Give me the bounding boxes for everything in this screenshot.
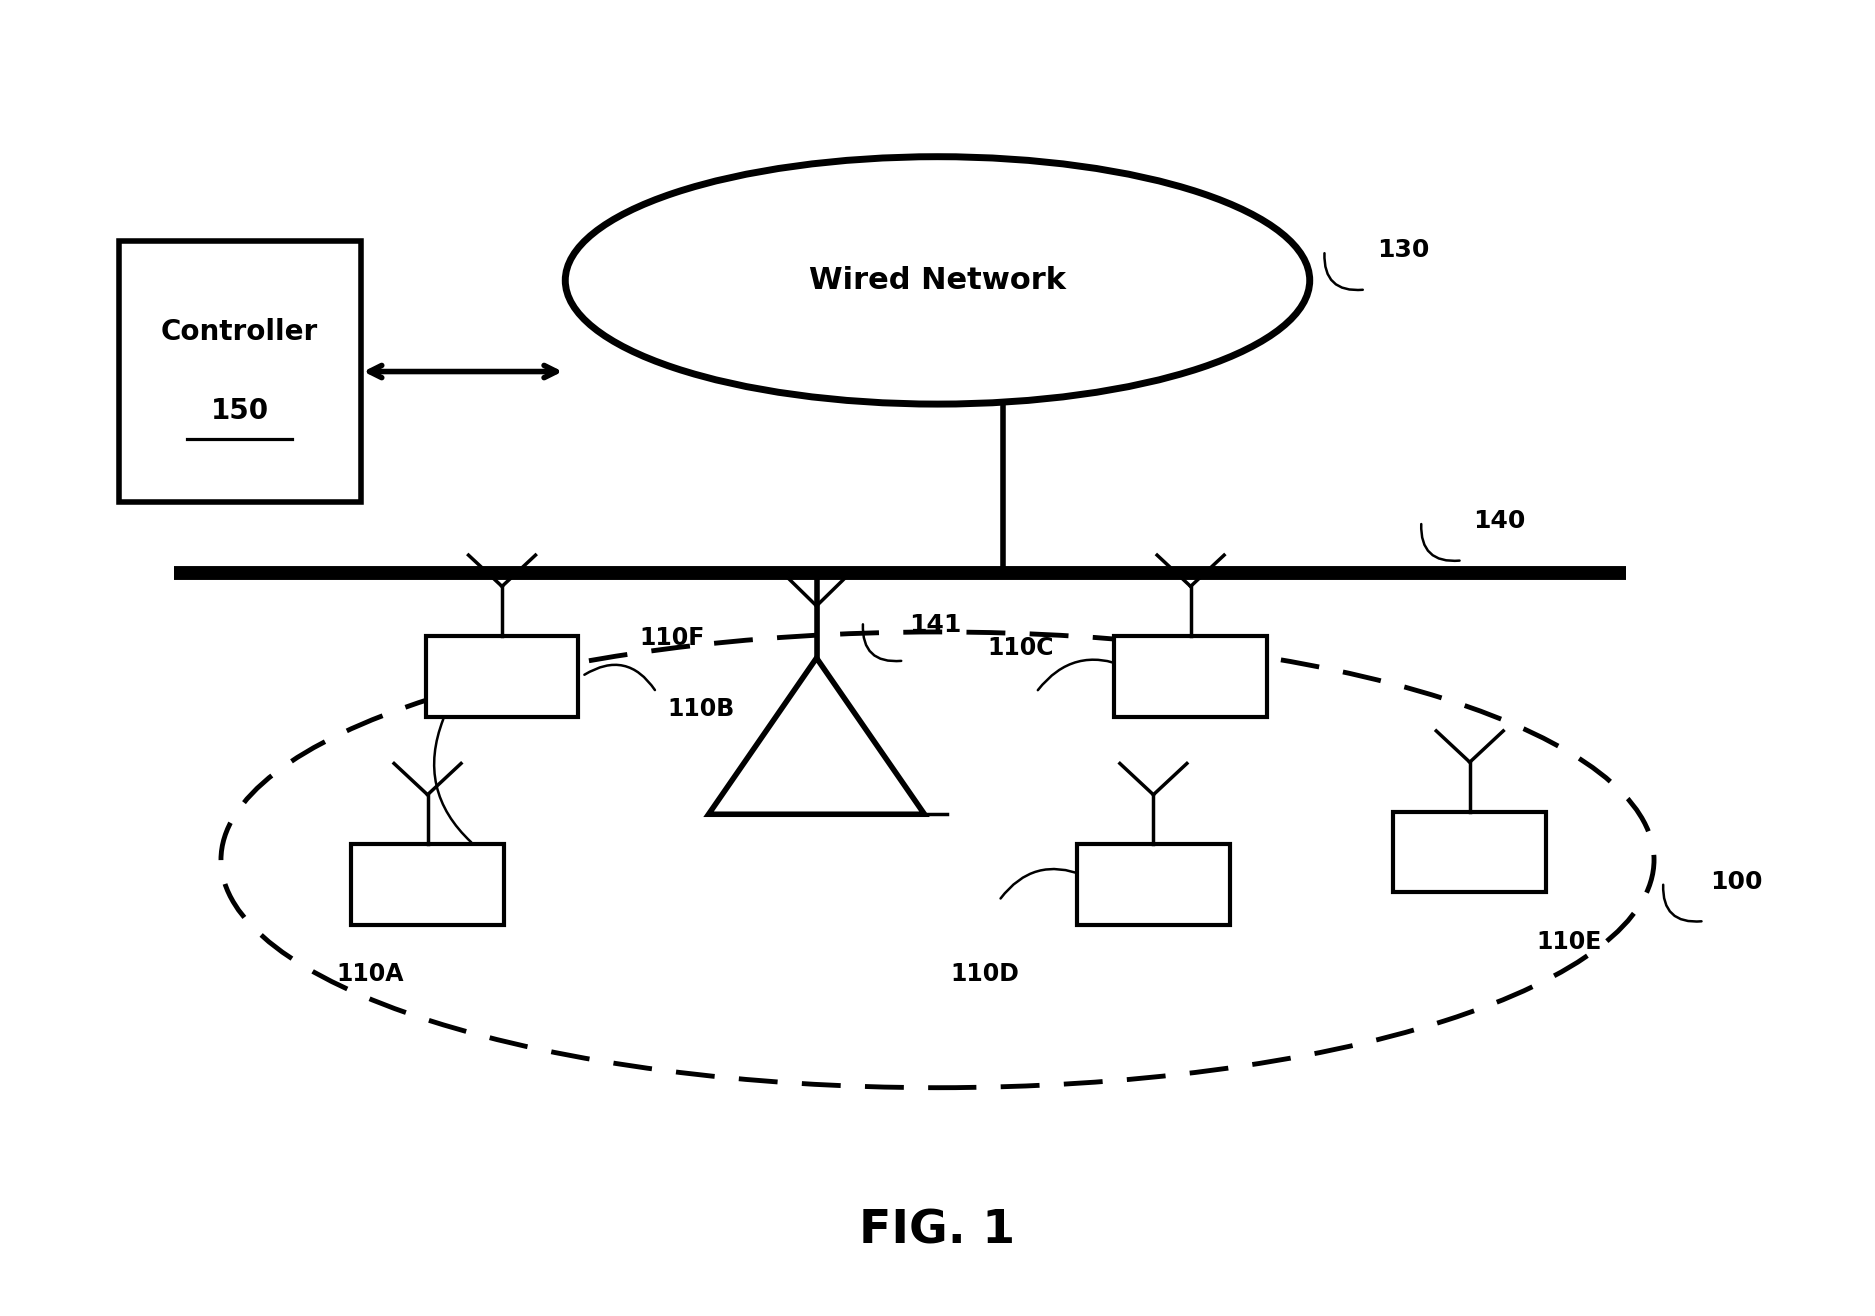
Text: 110F: 110F: [639, 626, 705, 650]
Text: 100: 100: [1710, 870, 1762, 894]
Bar: [426, 636, 578, 717]
Text: 140: 140: [1474, 509, 1526, 533]
Text: 110A: 110A: [336, 962, 403, 987]
Text: 150: 150: [210, 396, 268, 425]
Text: 110C: 110C: [988, 636, 1054, 659]
Text: Wired Network: Wired Network: [808, 266, 1067, 295]
Text: Controller: Controller: [161, 318, 319, 346]
Text: 141: 141: [909, 613, 962, 637]
Text: 130: 130: [1376, 238, 1429, 262]
Bar: [351, 844, 504, 925]
Bar: [1393, 812, 1547, 892]
Bar: [118, 241, 360, 501]
Text: 110B: 110B: [668, 696, 735, 721]
Text: 110D: 110D: [951, 962, 1020, 987]
Bar: [1076, 844, 1230, 925]
Ellipse shape: [564, 157, 1311, 404]
Bar: [1114, 636, 1268, 717]
Text: 110E: 110E: [1538, 930, 1601, 954]
Text: FIG. 1: FIG. 1: [859, 1208, 1016, 1253]
